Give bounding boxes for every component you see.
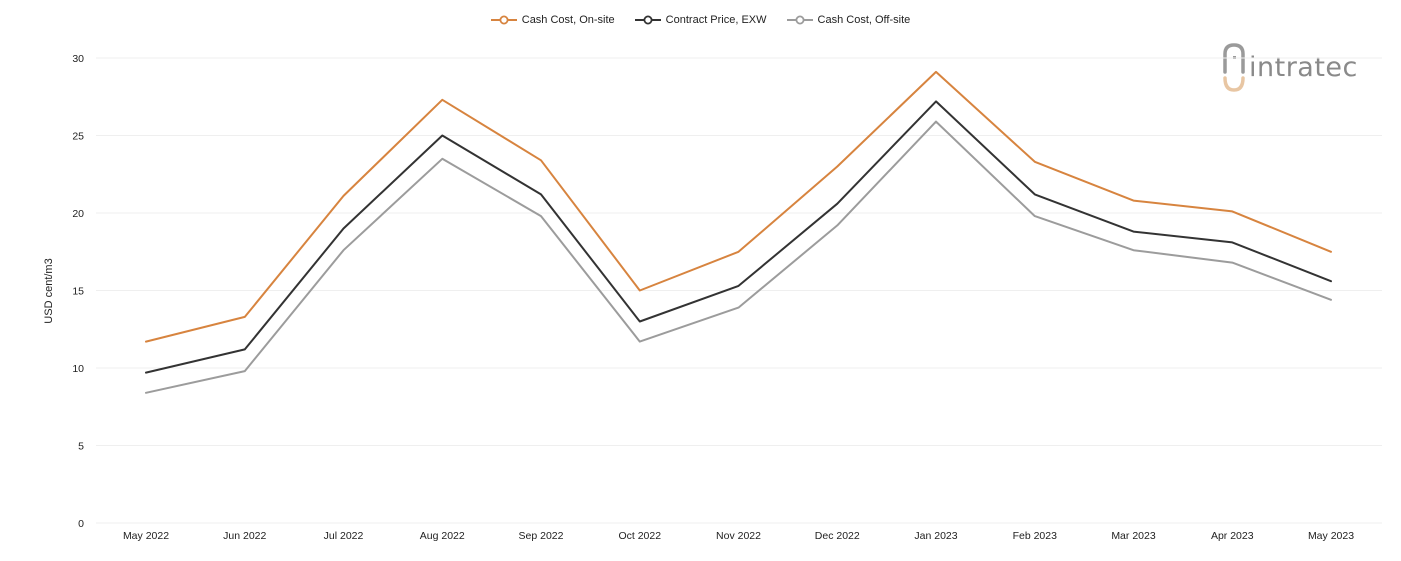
data-point[interactable] bbox=[636, 287, 644, 295]
legend-swatch-off-site bbox=[786, 15, 813, 25]
x-tick-label: May 2022 bbox=[123, 530, 169, 542]
chart-legend: Cash Cost, On-site Contract Price, EXW C… bbox=[0, 14, 1401, 26]
data-point[interactable] bbox=[636, 318, 644, 326]
data-point[interactable] bbox=[1228, 259, 1236, 267]
data-point[interactable] bbox=[932, 97, 940, 105]
y-tick-label: 20 bbox=[72, 208, 84, 220]
x-tick-label: Jul 2022 bbox=[324, 530, 364, 542]
data-point[interactable] bbox=[1130, 228, 1138, 236]
legend-label-off-site: Cash Cost, Off-site bbox=[817, 14, 911, 26]
data-point[interactable] bbox=[833, 163, 841, 171]
data-point[interactable] bbox=[1031, 212, 1039, 220]
x-tick-label: Oct 2022 bbox=[618, 530, 661, 542]
data-point[interactable] bbox=[142, 338, 150, 346]
y-tick-label: 15 bbox=[72, 286, 84, 298]
data-point[interactable] bbox=[1130, 246, 1138, 254]
data-point[interactable] bbox=[636, 338, 644, 346]
x-axis-ticks: May 2022 Jun 2022 Jul 2022 Aug 2022 Sep 2022… bbox=[123, 530, 1354, 542]
legend-label-on-site: Cash Cost, On-site bbox=[521, 14, 615, 26]
data-point[interactable] bbox=[241, 313, 249, 321]
data-point[interactable] bbox=[1327, 248, 1335, 256]
x-tick-label: Jan 2023 bbox=[914, 530, 957, 542]
x-tick-label: Jun 2022 bbox=[223, 530, 266, 542]
x-tick-label: Nov 2022 bbox=[716, 530, 761, 542]
data-point[interactable] bbox=[142, 369, 150, 377]
series-line-contract-price-exw[interactable] bbox=[145, 100, 1332, 374]
data-point[interactable] bbox=[735, 282, 743, 290]
x-tick-label: Dec 2022 bbox=[815, 530, 860, 542]
data-point[interactable] bbox=[1031, 190, 1039, 198]
y-tick-label: 10 bbox=[72, 363, 84, 375]
y-tick-label: 30 bbox=[72, 53, 84, 65]
data-point[interactable] bbox=[1130, 197, 1138, 205]
data-point[interactable] bbox=[340, 192, 348, 200]
logo-text: intratec bbox=[1249, 51, 1358, 83]
intratec-logo: intratec bbox=[1222, 42, 1358, 92]
data-point[interactable] bbox=[1327, 296, 1335, 304]
x-tick-label: Mar 2023 bbox=[1111, 530, 1156, 542]
y-tick-label: 0 bbox=[78, 518, 84, 530]
x-tick-label: Sep 2022 bbox=[519, 530, 564, 542]
y-axis-title: USD cent/m3 bbox=[43, 258, 55, 323]
data-point[interactable] bbox=[142, 389, 150, 397]
x-tick-label: Aug 2022 bbox=[420, 530, 465, 542]
data-point[interactable] bbox=[735, 304, 743, 312]
data-point[interactable] bbox=[340, 225, 348, 233]
y-tick-label: 5 bbox=[78, 441, 84, 453]
data-point[interactable] bbox=[932, 118, 940, 126]
legend-item-contract-price[interactable]: Contract Price, EXW bbox=[634, 14, 767, 26]
data-point[interactable] bbox=[932, 68, 940, 76]
chart-series bbox=[142, 68, 1335, 397]
legend-label-contract: Contract Price, EXW bbox=[665, 14, 767, 26]
data-point[interactable] bbox=[735, 248, 743, 256]
legend-swatch-on-site bbox=[490, 15, 517, 25]
y-tick-label: 25 bbox=[72, 131, 84, 143]
data-point[interactable] bbox=[537, 190, 545, 198]
data-point[interactable] bbox=[1228, 207, 1236, 215]
x-tick-label: Apr 2023 bbox=[1211, 530, 1254, 542]
data-point[interactable] bbox=[1228, 238, 1236, 246]
data-point[interactable] bbox=[1031, 158, 1039, 166]
grid-lines bbox=[96, 57, 1382, 524]
data-point[interactable] bbox=[438, 155, 446, 163]
data-point[interactable] bbox=[833, 200, 841, 208]
series-line-cash-cost-off-site[interactable] bbox=[145, 120, 1332, 394]
data-point[interactable] bbox=[438, 96, 446, 104]
data-point[interactable] bbox=[537, 156, 545, 164]
data-point[interactable] bbox=[1327, 277, 1335, 285]
series-line-cash-cost-on-site[interactable] bbox=[145, 70, 1332, 343]
data-point[interactable] bbox=[241, 367, 249, 375]
legend-item-cash-cost-on-site[interactable]: Cash Cost, On-site bbox=[490, 14, 615, 26]
data-point[interactable] bbox=[241, 345, 249, 353]
data-point[interactable] bbox=[340, 246, 348, 254]
y-axis-ticks: 0 5 10 15 20 25 30 bbox=[72, 53, 84, 530]
data-point[interactable] bbox=[833, 221, 841, 229]
data-point[interactable] bbox=[438, 132, 446, 140]
x-tick-label: May 2023 bbox=[1308, 530, 1354, 542]
legend-swatch-contract bbox=[634, 15, 661, 25]
data-point[interactable] bbox=[537, 212, 545, 220]
legend-item-cash-cost-off-site[interactable]: Cash Cost, Off-site bbox=[786, 14, 911, 26]
x-tick-label: Feb 2023 bbox=[1013, 530, 1058, 542]
